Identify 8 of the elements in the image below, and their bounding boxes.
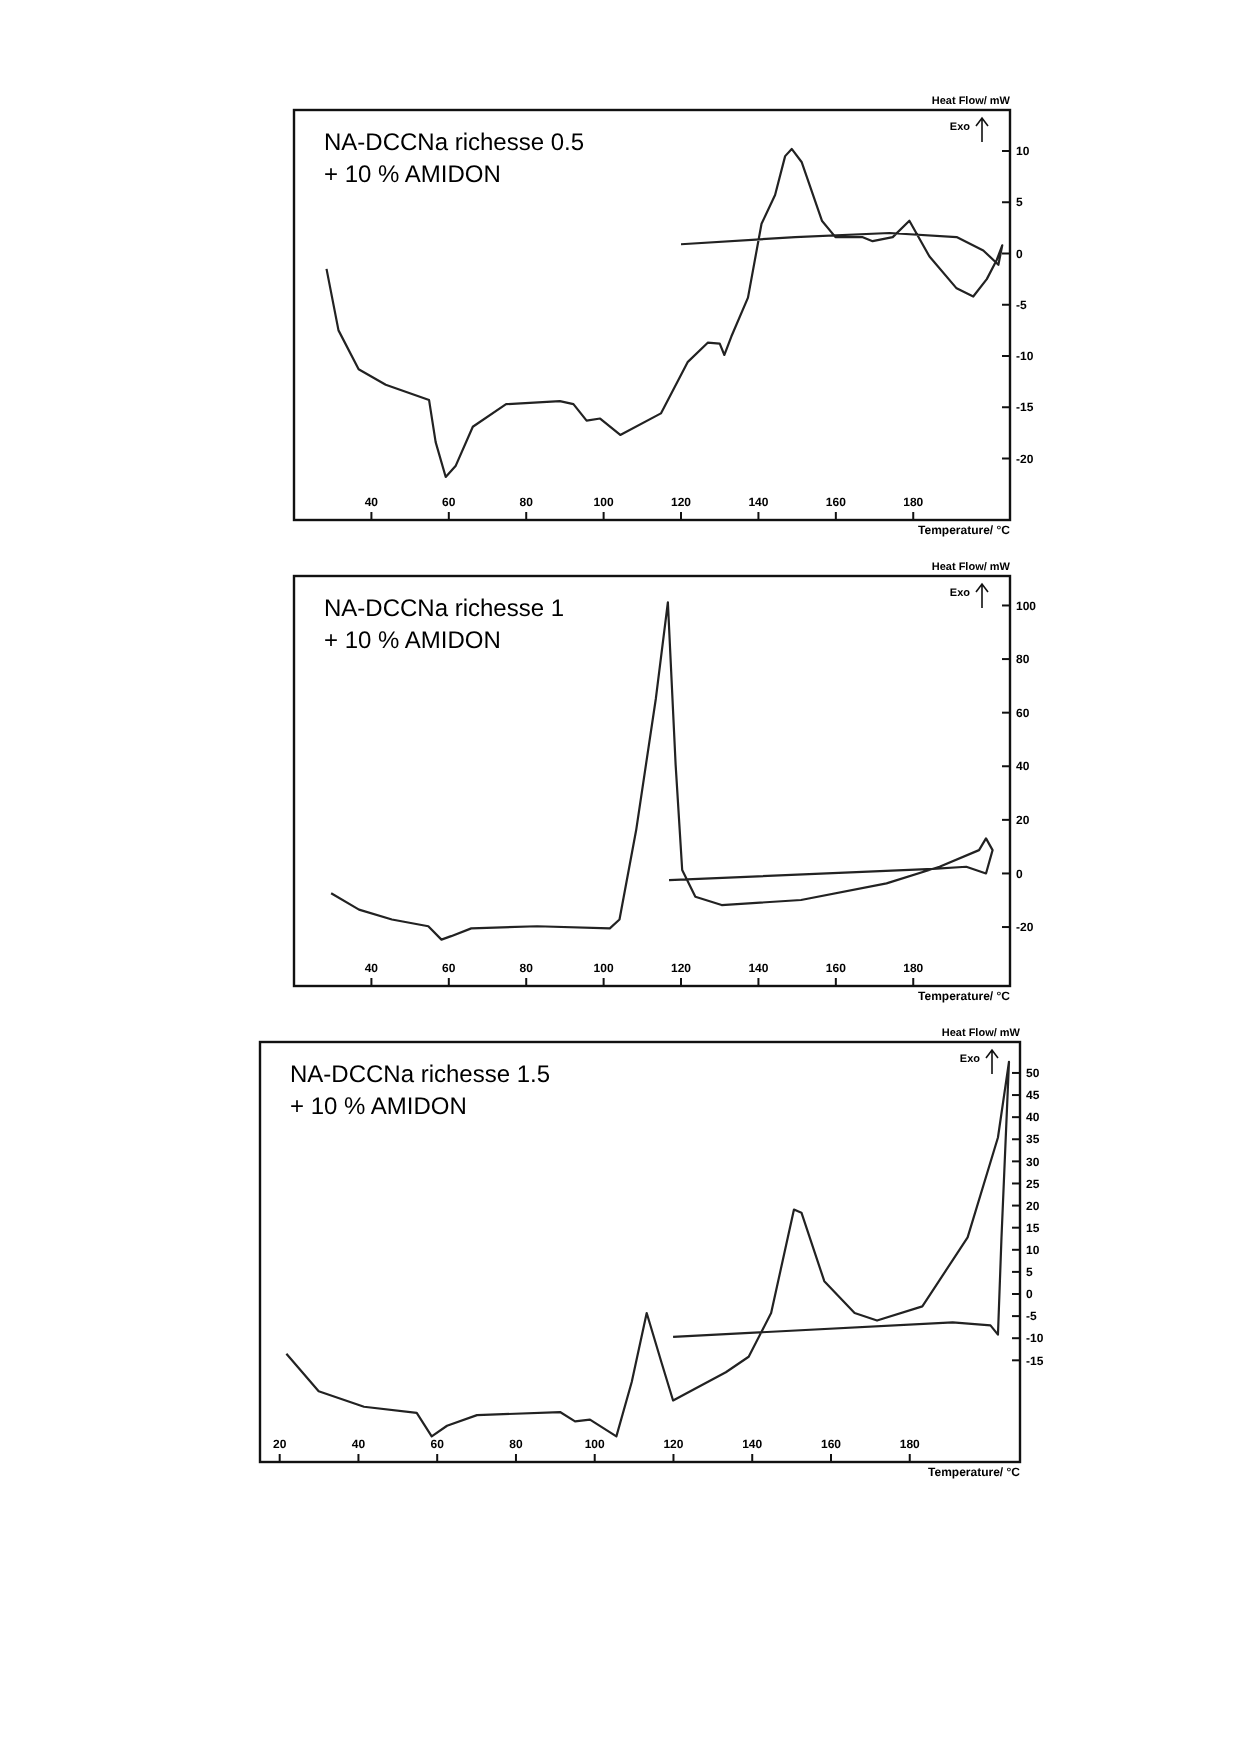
text: NA-DCCNa richesse 1.5 — [290, 1060, 551, 1088]
line-series — [325, 147, 1004, 479]
text: NA-DCCNa richesse 0.5 — [324, 128, 585, 156]
text: + 10 % AMIDON — [324, 626, 501, 654]
text: NA-DCCNa richesse 1 — [324, 594, 565, 622]
text: + 10 % AMIDON — [290, 1092, 467, 1120]
text: + 10 % AMIDON — [324, 160, 501, 188]
line-series — [285, 1060, 1011, 1438]
